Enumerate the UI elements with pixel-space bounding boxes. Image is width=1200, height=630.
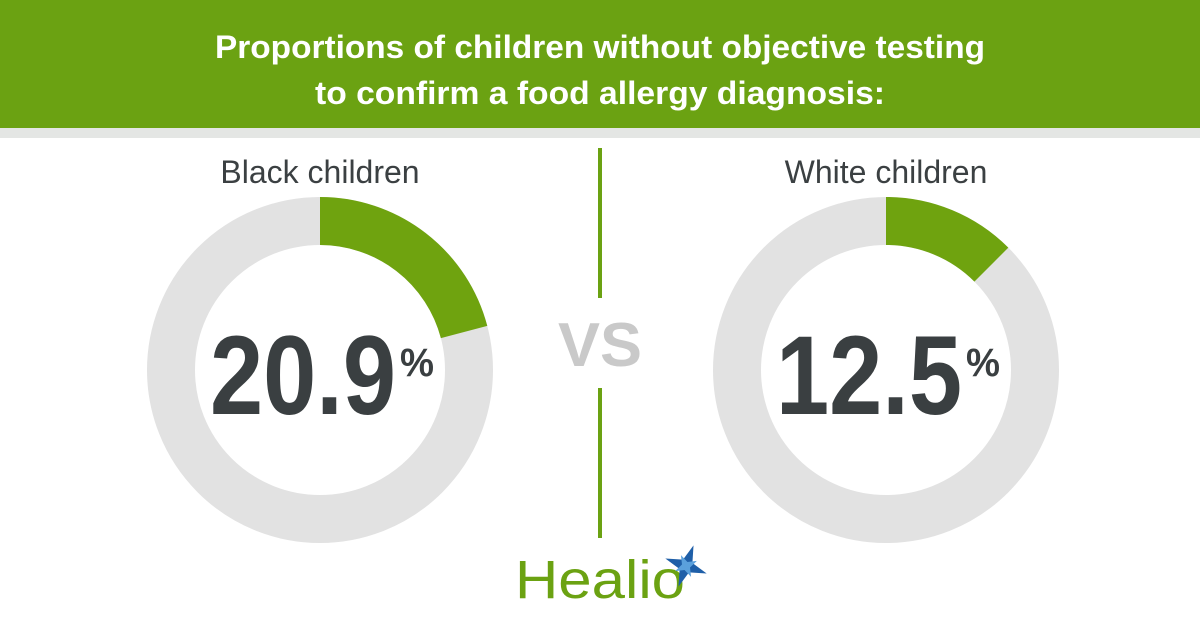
value-label: 20.9 — [210, 313, 396, 438]
title-line: to confirm a food allergy diagnosis: — [315, 75, 885, 111]
vs-label: VS — [558, 311, 642, 380]
title-line: Proportions of children without objectiv… — [215, 29, 985, 65]
chart-title: White children — [785, 154, 988, 190]
donut-segment — [885, 197, 1009, 283]
header-strip — [0, 128, 1200, 138]
header-band — [0, 0, 1200, 128]
brand-logo: Healio — [515, 550, 685, 610]
chart-title: Black children — [220, 154, 419, 190]
value-label: 12.5 — [776, 313, 962, 438]
donut-segment — [319, 197, 488, 339]
brand-star — [665, 545, 707, 587]
value-unit: % — [400, 341, 434, 385]
value-unit: % — [966, 341, 1000, 385]
